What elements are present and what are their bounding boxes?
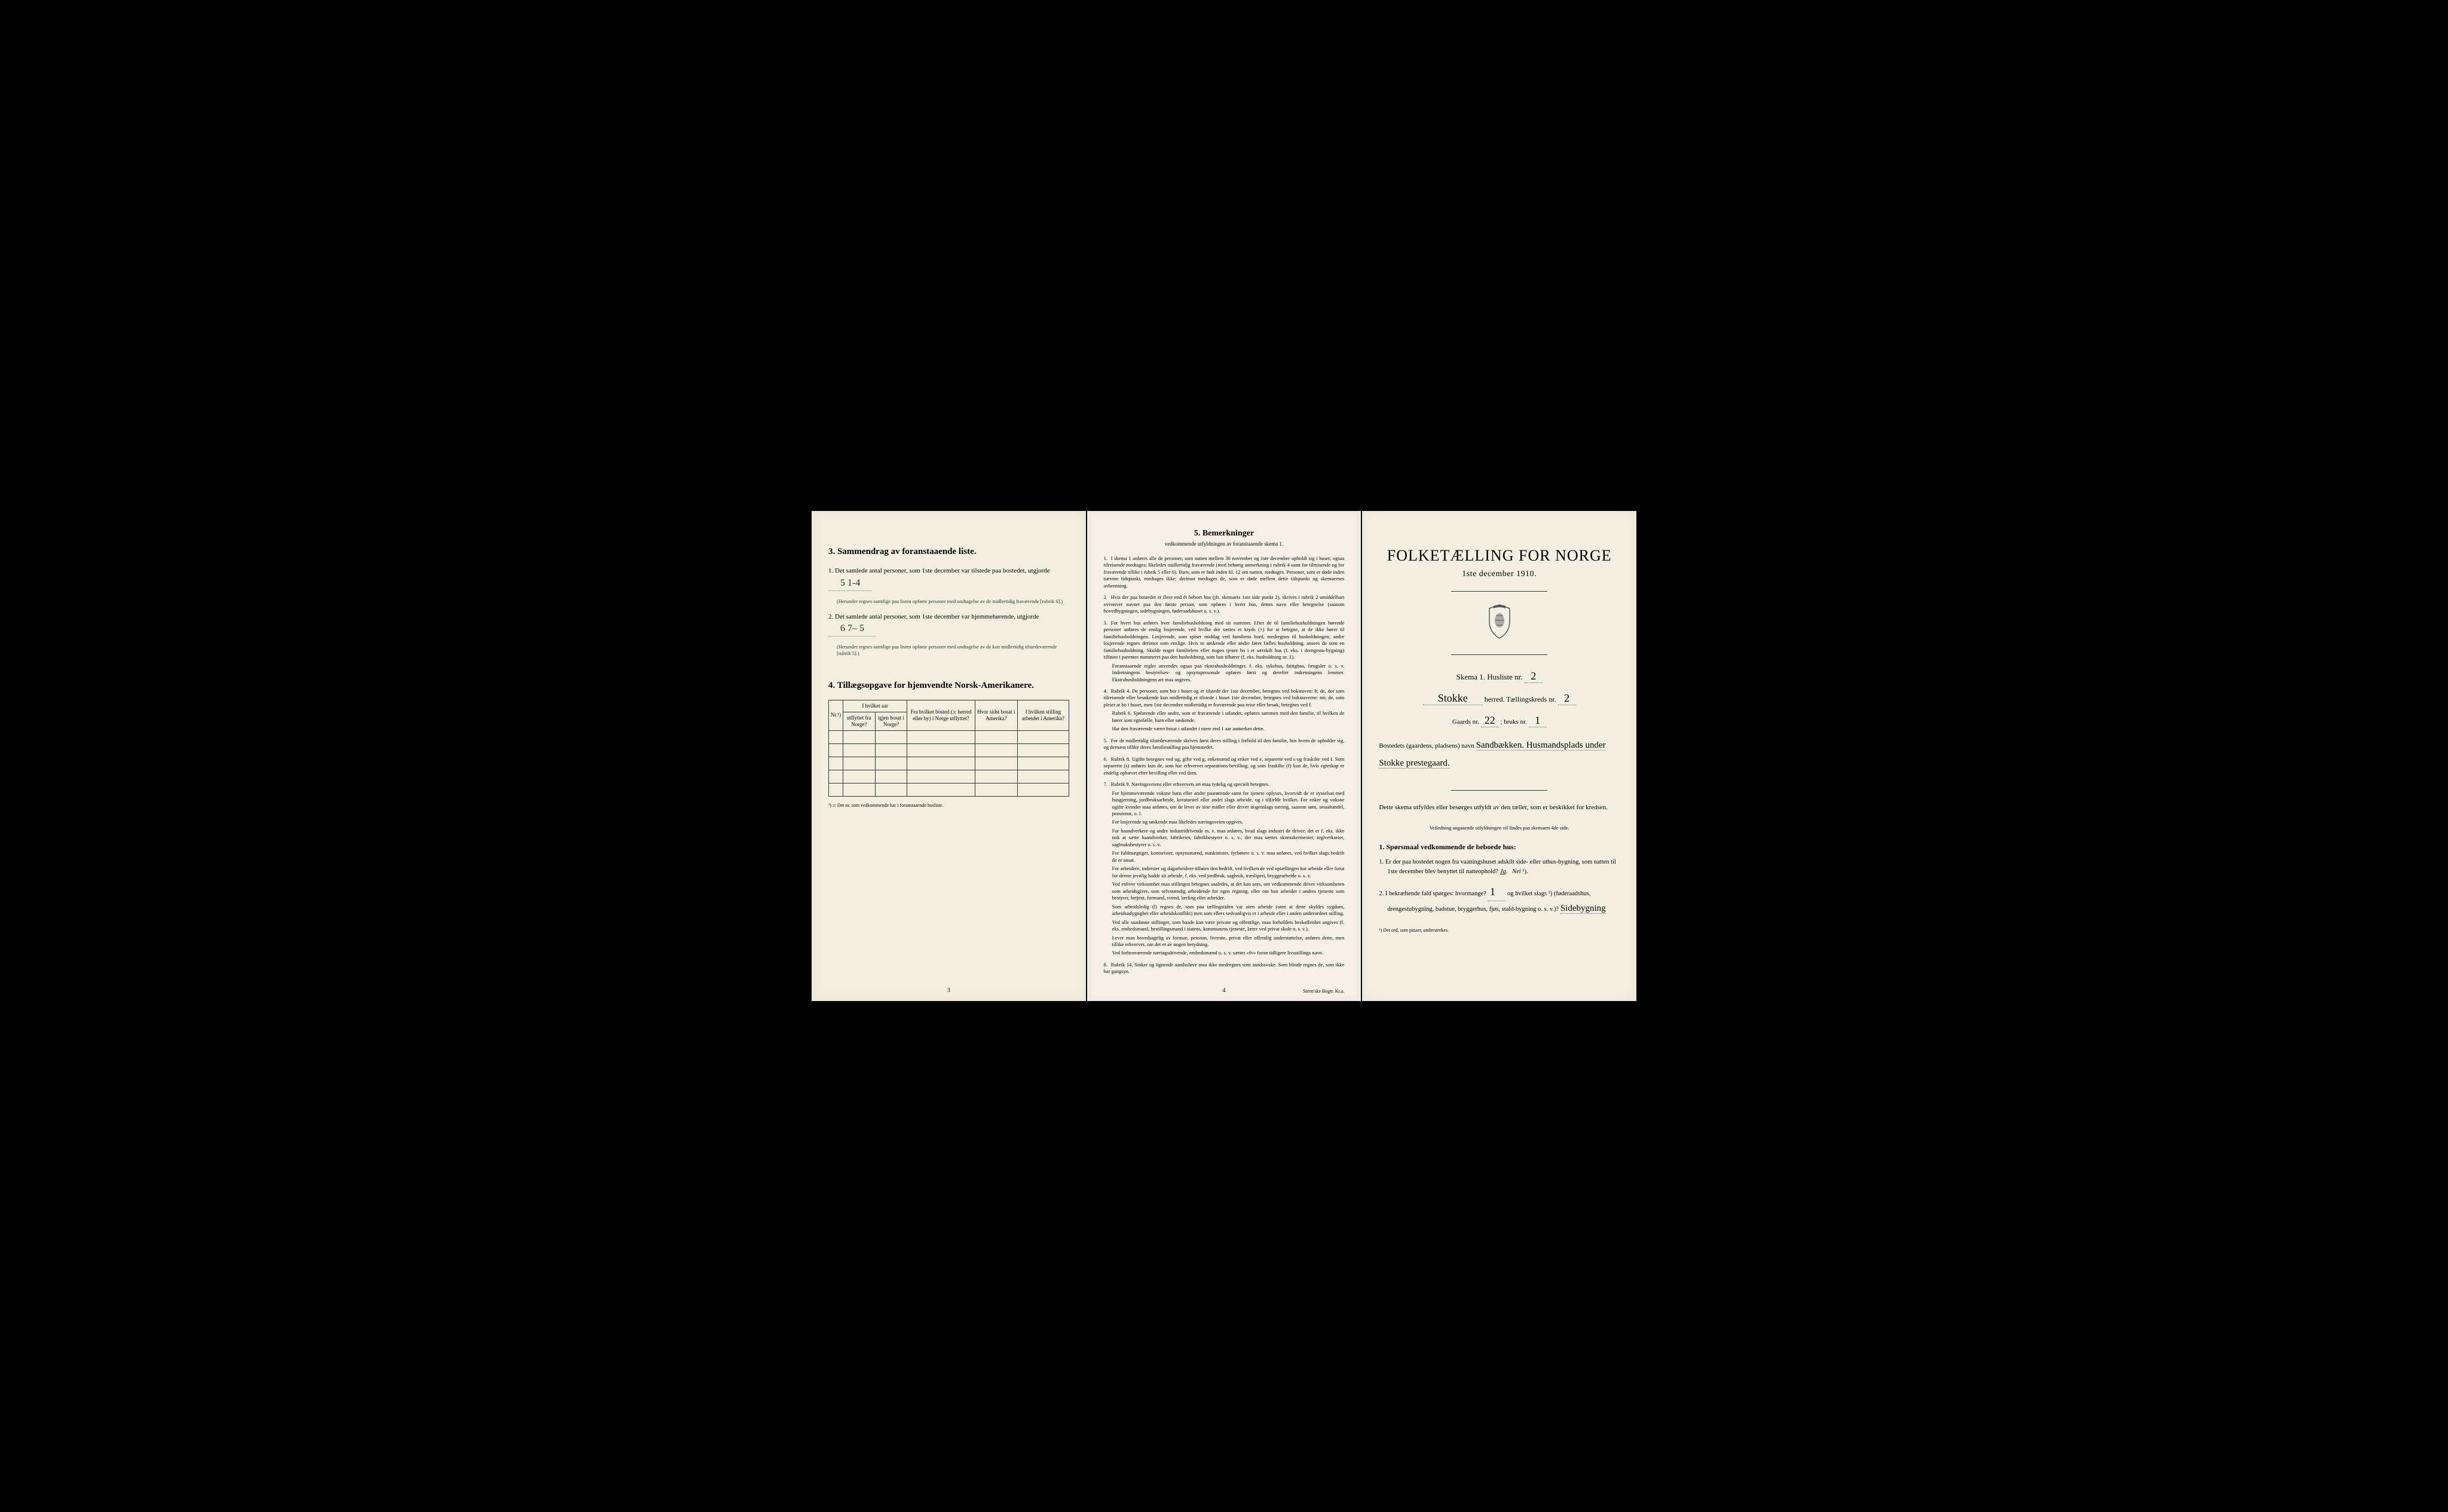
footnote: ¹) Det ord, som passer, understrekes. (1379, 928, 1620, 933)
section-5-subtitle: vedkommende utfyldningen av foranstaaend… (1104, 541, 1345, 547)
col-aar-group: I hvilket aar (843, 700, 907, 712)
table-row (829, 730, 1069, 743)
question-2: 2. I bekræftende fald spørges: hvormange… (1387, 883, 1620, 916)
summary-note-2: (Herunder regnes samtlige paa listen opf… (837, 644, 1069, 657)
herred-name: Stokke (1423, 692, 1483, 705)
page-number: 4 (1223, 987, 1226, 994)
col-amerika: Hvor sidst bosat i Amerika? (975, 700, 1017, 730)
document-date: 1ste december 1910. (1379, 570, 1620, 579)
census-document: 3. Sammendrag av foranstaaende liste. 1.… (812, 511, 1636, 1001)
summary-item-1: 1. Det samlede antal personer, som 1ste … (828, 566, 1069, 591)
summary-item-2: 2. Det samlede antal personer, som 1ste … (828, 612, 1069, 637)
remark-2: 2.Hvis der paa bostedet er flere end ét … (1104, 594, 1345, 614)
page-number: 3 (947, 987, 950, 994)
printer-mark: Steen'ske Bogtr. Kr.a. (1303, 988, 1344, 994)
q1-ja: Ja (1500, 868, 1506, 875)
page-3: 3. Sammendrag av foranstaaende liste. 1.… (812, 511, 1086, 1001)
divider (1451, 654, 1547, 655)
page-4: 5. Bemerkninger vedkommende utfyldningen… (1087, 511, 1361, 1001)
gaards-line: Gaards nr. 22 ; bruks nr. 1 (1379, 714, 1620, 727)
hjemme-count: 6 7– 5 (828, 622, 876, 636)
col-bosted: Fra hvilket bosted (ɔ: herred eller by) … (907, 700, 975, 730)
tilstede-count: 5 1-4 (828, 576, 872, 591)
remark-4: 4.Rubrik 4. De personer, som bor i huset… (1104, 688, 1345, 733)
remark-5: 5.For de midlertidig tilstedeværende skr… (1104, 737, 1345, 751)
q2-answer: Sidebygning (1560, 904, 1606, 914)
remark-7: 7.Rubrik 9. Næringsveiens eller erhverve… (1104, 781, 1345, 957)
page-1-front: FOLKETÆLLING FOR NORGE 1ste december 191… (1362, 511, 1636, 1001)
skema-line: Skema 1. Husliste nr. 2 (1379, 670, 1620, 683)
table-row (829, 783, 1069, 796)
divider (1451, 790, 1547, 791)
section-3-title: 3. Sammendrag av foranstaaende liste. (828, 547, 1069, 557)
col-igjen: igjen bosat i Norge? (875, 712, 907, 730)
section-5-title: 5. Bemerkninger (1104, 529, 1345, 538)
instruction-small: Veiledning angaaende utfyldningen vil fi… (1379, 825, 1620, 831)
herred-line: Stokke herred. Tællingskreds nr. 2 (1379, 692, 1620, 705)
remark-1: 1.I skema 1 anføres alle de personer, so… (1104, 555, 1345, 589)
table-row (829, 770, 1069, 783)
question-section-title: 1. Spørsmaal vedkommende de beboede hus: (1379, 843, 1620, 852)
table-footnote: ¹) ɔ: Det nr. som vedkommende har i fora… (828, 803, 1069, 808)
instruction-text: Dette skema utfyldes eller besørges utfy… (1379, 803, 1620, 813)
col-stilling: I hvilken stilling arbeidet i Amerika? (1017, 700, 1069, 730)
document-title: FOLKETÆLLING FOR NORGE (1379, 547, 1620, 565)
col-nr: Nr.¹) (829, 700, 843, 730)
section-4-title: 4. Tillægsopgave for hjemvendte Norsk-Am… (828, 681, 1069, 691)
col-utflyttet: utflyttet fra Norge? (843, 712, 875, 730)
husliste-nr: 2 (1525, 670, 1543, 683)
table-row (829, 743, 1069, 757)
q2-count: 1 (1488, 883, 1505, 901)
remarks-list: 1.I skema 1 anføres alle de personer, so… (1104, 555, 1345, 975)
kreds-nr: 2 (1558, 692, 1576, 705)
remark-3: 3.For hvert hus anføres hver familiehush… (1104, 620, 1345, 683)
table-row (829, 757, 1069, 770)
bosted-line: Bostedets (gaardens, pladsens) navn Sand… (1379, 736, 1620, 772)
summary-note-1: (Herunder regnes samtlige paa listen opf… (837, 598, 1069, 605)
question-1: 1. Er der paa bostedet nogen fra vaaning… (1387, 858, 1620, 878)
amerikanere-table: Nr.¹) I hvilket aar Fra hvilket bosted (… (828, 700, 1069, 796)
q1-nei: Nei (1512, 868, 1521, 875)
remark-8: 8.Rubrik 14. Sinker og lignende aandsslø… (1104, 962, 1345, 975)
coat-of-arms-icon (1379, 604, 1620, 642)
gaards-nr: 22 (1481, 714, 1499, 727)
bruks-nr: 1 (1529, 714, 1547, 727)
divider (1451, 591, 1547, 592)
remark-6: 6.Rubrik 8. Ugifte betegnes ved ug, gift… (1104, 756, 1345, 776)
